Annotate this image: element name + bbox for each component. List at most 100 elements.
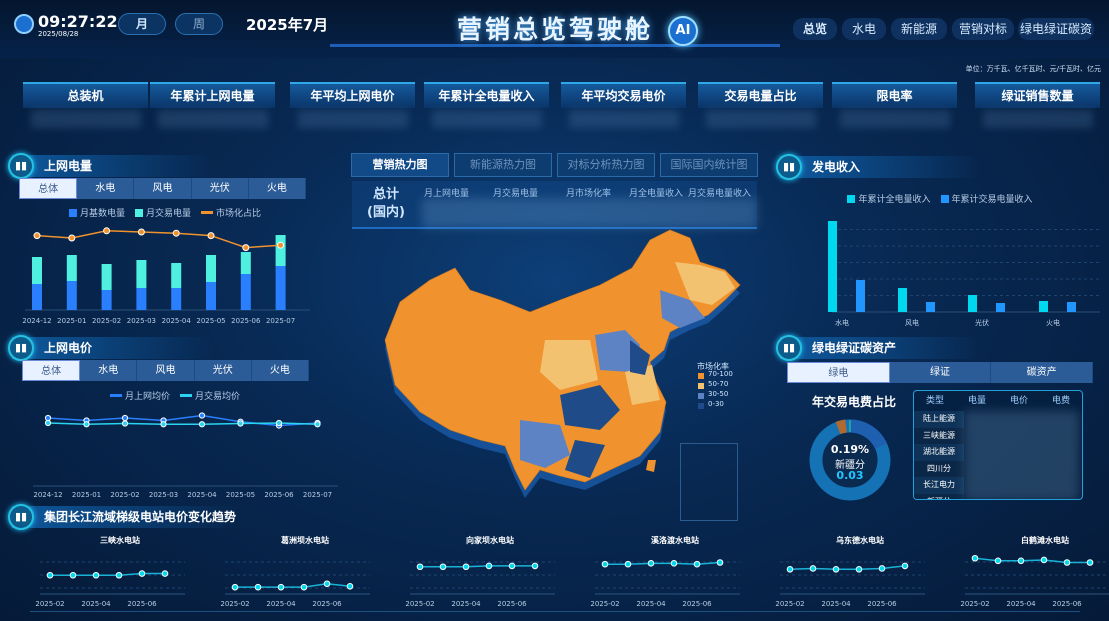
station-point (69, 571, 77, 579)
share-donut[interactable] (808, 416, 892, 506)
total-sub: (国内) (367, 205, 405, 220)
tab-2[interactable]: 风电 (134, 178, 192, 199)
bar-base (240, 274, 251, 310)
nav-overview[interactable]: 总览 (793, 18, 837, 40)
station-point (1040, 556, 1048, 564)
tab-3[interactable]: 光伏 (194, 360, 252, 381)
price-line (47, 414, 318, 427)
center-tab-1[interactable]: 新能源热力图 (454, 153, 552, 177)
tab-1[interactable]: 水电 (80, 360, 138, 381)
bar-trade (275, 235, 286, 266)
tab-2[interactable]: 碳资产 (991, 362, 1094, 383)
kpi-card[interactable]: 绿证销售数量 (975, 82, 1100, 108)
building-icon: ▮▮ (8, 335, 34, 361)
station-title: 溪洛渡水电站 (651, 536, 699, 545)
clock-time: 09:27:22 (38, 12, 118, 31)
station-title: 向家坝水电站 (466, 536, 514, 545)
legend-item[interactable]: 月上网均价 (109, 389, 170, 402)
station-point (1086, 559, 1094, 566)
revenue-bar (1039, 301, 1048, 312)
station-point (92, 571, 100, 579)
nav-new-energy[interactable]: 新能源 (891, 18, 947, 40)
kpi-value-blurred (432, 110, 542, 128)
kpi-card[interactable]: 总装机 (23, 82, 148, 108)
price-chart: 2024-12 2025-01 2025-02 2025-03 2025-04 2025-… (33, 412, 338, 499)
table-row[interactable]: 新疆分 (914, 493, 964, 499)
tab-0[interactable]: 总体 (19, 178, 78, 199)
x-tick: 2025-06 (312, 600, 342, 608)
table-row[interactable]: 湖北能源 (914, 444, 964, 461)
kpi-card[interactable]: 年平均上网电价 (290, 82, 415, 108)
legend-item[interactable]: 市场化占比 (201, 206, 261, 219)
table-header: 电价 (1009, 396, 1028, 406)
legend-swatch (68, 209, 77, 217)
table-row[interactable]: 长江电力 (914, 477, 964, 494)
table-row[interactable]: 三峡能源 (914, 427, 964, 444)
tab-1[interactable]: 水电 (77, 178, 135, 199)
map-legend-label: 50-70 (708, 380, 729, 388)
ratio-line (36, 230, 281, 249)
map-legend-label: 70-100 (708, 370, 733, 378)
legend-item[interactable]: 年累计交易电量收入 (940, 192, 1033, 205)
kpi-card[interactable]: 年累计全电量收入 (424, 82, 549, 108)
station-point (693, 560, 701, 568)
period-tab-week[interactable]: 周 (175, 13, 223, 35)
nav-hydro[interactable]: 水电 (842, 18, 886, 40)
x-tick: 2024-12 (33, 491, 62, 499)
bar-trade (206, 255, 216, 282)
legend-item[interactable]: 月交易均价 (180, 389, 240, 402)
legend-swatch (134, 209, 143, 217)
center-tab-3[interactable]: 国际国内统计图 (660, 153, 758, 177)
x-tick: 2025-05 (226, 491, 255, 499)
kpi-card[interactable]: 年累计上网电量 (150, 82, 275, 108)
map-legend-title: 市场化率 (697, 362, 729, 371)
price-point (44, 419, 52, 427)
station-point (485, 562, 493, 570)
stats-strip (352, 181, 757, 229)
table-header: 类型 (925, 396, 944, 406)
x-tick: 2025-03 (127, 317, 156, 325)
station-line (789, 565, 906, 571)
x-tick: 2025-07 (266, 317, 295, 325)
x-tick: 2025-04 (451, 600, 481, 608)
period-tab-month[interactable]: 月 (118, 13, 166, 35)
x-tick: 2025-06 (497, 600, 527, 608)
china-heat-map[interactable] (360, 225, 760, 510)
tab-4[interactable]: 火电 (251, 360, 310, 381)
legend-item[interactable]: 年累计全电量收入 (847, 192, 931, 205)
station-point (832, 566, 840, 573)
tab-2[interactable]: 风电 (137, 360, 195, 381)
station-point (624, 560, 632, 568)
x-tick: 2025-04 (162, 317, 192, 325)
price-point (83, 421, 90, 428)
x-tick: 2025-06 (264, 491, 294, 499)
x-tick: 2025-02 (110, 491, 139, 499)
legend-item[interactable]: 月交易电量 (134, 206, 191, 219)
kpi-card[interactable]: 交易电量占比 (698, 82, 823, 108)
tab-0[interactable]: 绿电 (787, 362, 890, 383)
price-point (44, 414, 52, 422)
station-chart: 2025-02 2025-04 2025-06 (590, 559, 740, 608)
station-title: 白鹤滩水电站 (1021, 536, 1069, 545)
table-row[interactable]: 陆上能源 (914, 411, 964, 428)
kpi-card[interactable]: 年平均交易电价 (561, 82, 686, 108)
tab-0[interactable]: 总体 (22, 360, 81, 381)
kpi-card[interactable]: 限电率 (832, 82, 957, 108)
legend-item[interactable]: 月基数电量 (68, 206, 125, 219)
station-point (670, 560, 678, 567)
ai-button[interactable]: AI (668, 16, 698, 46)
tab-4[interactable]: 火电 (248, 178, 307, 199)
nav-benchmark[interactable]: 营销对标 (952, 18, 1014, 40)
legend-swatch (940, 195, 949, 203)
kpi-value-blurred (158, 110, 268, 128)
tab-1[interactable]: 绿证 (889, 362, 992, 383)
center-tab-2[interactable]: 对标分析热力图 (557, 153, 655, 177)
center-tab-0[interactable]: 营销热力图 (351, 153, 449, 177)
tab-3[interactable]: 光伏 (191, 178, 249, 199)
nav-green-carbon[interactable]: 绿电绿证碳资 (1018, 18, 1094, 40)
bar-trade (66, 255, 77, 281)
kpi-value-blurred (983, 110, 1093, 128)
station-point (46, 571, 54, 579)
table-row[interactable]: 四川分 (914, 460, 964, 477)
station-title: 乌东德水电站 (836, 536, 884, 545)
